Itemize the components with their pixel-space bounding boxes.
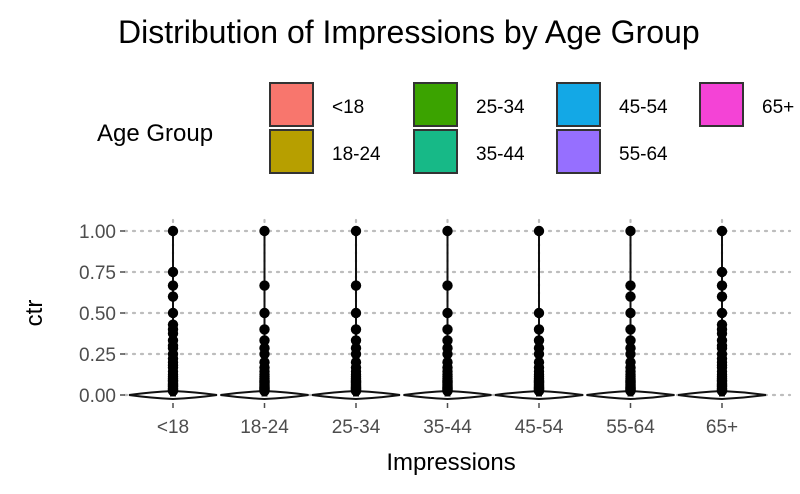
violins — [128, 389, 767, 401]
outlier-point — [533, 335, 545, 346]
outlier-point — [350, 324, 362, 335]
outlier-point — [259, 385, 270, 397]
outlier-point — [625, 291, 636, 302]
outlier-point — [167, 307, 179, 319]
legend-item: 45-54 — [556, 82, 668, 127]
legend-label: 55-64 — [619, 144, 668, 165]
y-tick-label: 1.00 — [79, 222, 116, 243]
legend-item: 18-24 — [269, 129, 381, 174]
outlier-point — [167, 280, 179, 291]
outlier-point — [625, 324, 636, 335]
x-tick-label: 45-54 — [515, 417, 564, 438]
outlier-point — [259, 324, 270, 335]
legend-label: 35-44 — [476, 144, 525, 165]
boxplot — [625, 225, 636, 397]
outlier-point — [350, 225, 362, 237]
outlier-point — [167, 225, 179, 237]
outlier-point — [259, 307, 270, 319]
outlier-point — [167, 385, 179, 397]
boxplot — [259, 225, 270, 397]
legend-item: 25-34 — [413, 82, 525, 127]
x-axis-title: Impressions — [386, 449, 515, 476]
y-axis: 0.00 0.25 0.50 0.75 1.00 — [79, 222, 125, 407]
outlier-point — [716, 280, 728, 291]
x-tick-label: 35-44 — [423, 417, 472, 438]
x-tick-label: 25-34 — [332, 417, 381, 438]
x-axis: <18 18-24 25-34 35-44 45-54 55-64 65+ — [157, 403, 738, 438]
plot-panel: 0.00 0.25 0.50 0.75 1.00 <18 18-24 25-34 35-44 4… — [79, 218, 792, 438]
legend-swatch — [556, 82, 601, 127]
outlier-point — [625, 307, 636, 319]
legend-item: 55-64 — [556, 129, 668, 174]
outlier-point — [716, 225, 728, 237]
outlier-point — [716, 307, 728, 319]
boxplot — [350, 225, 362, 397]
boxplot — [167, 225, 179, 397]
legend-item: 65+ — [699, 82, 794, 127]
outlier-point — [625, 280, 636, 291]
outlier-point — [442, 280, 453, 291]
boxplot — [716, 225, 728, 397]
outlier-point — [716, 266, 728, 278]
outlier-point — [442, 225, 453, 237]
outlier-point — [350, 307, 362, 319]
outlier-point — [350, 335, 362, 346]
y-axis-title: ctr — [21, 300, 48, 327]
y-tick-label: 0.25 — [79, 345, 116, 366]
outlier-point — [442, 307, 453, 319]
legend-label: 25-34 — [476, 97, 525, 118]
outlier-point — [442, 385, 453, 397]
legend-title: Age Group — [97, 120, 213, 147]
outlier-point — [716, 385, 728, 397]
outlier-point — [625, 335, 636, 346]
legend-label: <18 — [332, 97, 364, 118]
gridlines — [123, 218, 792, 397]
boxplot — [533, 225, 545, 397]
legend: Age Group <18 18-24 25-34 35-44 45-54 55-64 65… — [97, 82, 794, 174]
legend-label: 65+ — [762, 97, 794, 118]
outlier-point — [533, 348, 545, 360]
x-tick-label: 65+ — [706, 417, 738, 438]
outlier-point — [442, 348, 453, 360]
boxplots — [167, 225, 728, 397]
outlier-point — [625, 348, 636, 360]
y-tick-label: 0.50 — [79, 304, 116, 325]
x-tick-label: <18 — [157, 417, 189, 438]
outlier-point — [350, 280, 362, 291]
legend-swatch — [699, 82, 744, 127]
y-tick-label: 0.75 — [79, 263, 116, 284]
legend-swatch — [556, 129, 601, 174]
outlier-point — [533, 307, 545, 319]
outlier-point — [716, 291, 728, 302]
outlier-point — [167, 266, 179, 278]
outlier-point — [533, 225, 545, 237]
outlier-point — [625, 385, 636, 397]
outlier-point — [442, 335, 453, 346]
outlier-point — [625, 225, 636, 237]
boxplot — [442, 225, 453, 397]
outlier-point — [167, 291, 179, 302]
outlier-point — [259, 225, 270, 237]
legend-item: <18 — [269, 82, 364, 127]
legend-item: 35-44 — [413, 129, 525, 174]
x-tick-label: 55-64 — [606, 417, 655, 438]
legend-swatch — [269, 129, 314, 174]
outlier-point — [533, 385, 545, 397]
legend-label: 18-24 — [332, 144, 381, 165]
legend-swatch — [269, 82, 314, 127]
x-tick-label: 18-24 — [240, 417, 289, 438]
chart-title: Distribution of Impressions by Age Group — [118, 14, 700, 50]
outlier-point — [259, 335, 270, 346]
outlier-point — [350, 348, 362, 360]
legend-swatch — [413, 129, 458, 174]
legend-swatch — [413, 82, 458, 127]
outlier-point — [259, 280, 270, 291]
y-tick-label: 0.00 — [79, 386, 116, 407]
outlier-point — [350, 385, 362, 397]
outlier-point — [259, 348, 270, 360]
outlier-point — [533, 324, 545, 335]
outlier-point — [442, 324, 453, 335]
legend-label: 45-54 — [619, 97, 668, 118]
